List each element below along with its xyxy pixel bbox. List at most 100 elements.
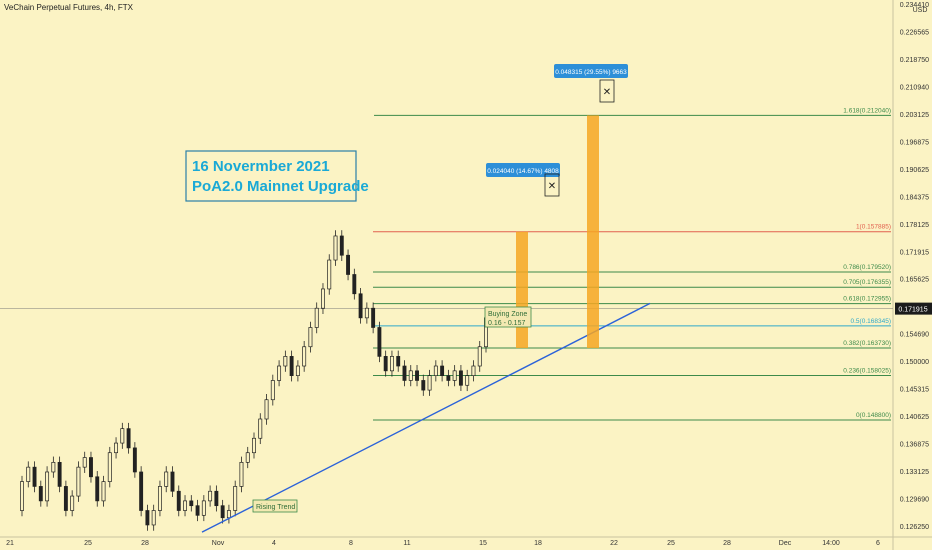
price-tick-label: 0.133125 <box>900 469 929 476</box>
candle-body <box>114 442 119 454</box>
candle-body <box>289 356 294 376</box>
candle-body <box>302 346 307 367</box>
candle-body <box>458 370 463 386</box>
price-tick-label: 0.154690 <box>900 332 929 339</box>
date-tick-label: 28 <box>141 540 149 547</box>
price-tick-label: 0.203125 <box>900 112 929 119</box>
candle-body <box>433 365 438 376</box>
candle-body <box>107 452 112 482</box>
fib-level-label: 1(0.157885) <box>856 224 891 231</box>
fib-level-label: 0.5(0.168345) <box>851 318 891 325</box>
fib-level-label: 0.705(0.176355) <box>843 279 891 286</box>
projection-bar <box>516 231 528 349</box>
price-tick-label: 0.165625 <box>900 277 929 284</box>
candle-body <box>258 418 263 439</box>
date-tick-label: 22 <box>610 540 618 547</box>
annotation-line-2: PoA2.0 Mainnet Upgrade <box>192 178 369 195</box>
candle-body <box>465 375 470 386</box>
candle-body <box>201 500 206 516</box>
candle-body <box>126 428 131 449</box>
candle-body <box>176 490 181 511</box>
price-tick-label: 0.171915 <box>900 249 929 256</box>
candle-body <box>38 486 43 502</box>
candle-body <box>283 356 288 367</box>
buying-zone-box <box>484 306 532 328</box>
candle-body <box>427 375 432 391</box>
candle-body <box>371 307 376 328</box>
date-tick-label: 28 <box>723 540 731 547</box>
candle-body <box>157 486 162 511</box>
candle-body <box>333 235 338 261</box>
fib-level-label: 1.618(0.212040) <box>843 107 891 114</box>
currency-label: USD <box>913 7 928 14</box>
price-tick-label: 0.196875 <box>900 139 929 146</box>
buying-zone-label: Buying Zone <box>488 311 527 318</box>
candle-body <box>477 346 482 367</box>
target-marker-box <box>599 79 615 103</box>
candle-body <box>239 461 244 487</box>
candle-body <box>170 471 175 492</box>
price-tick-label: 0.126250 <box>900 524 929 531</box>
price-tick-label: 0.136875 <box>900 442 929 449</box>
candle-body <box>101 481 106 502</box>
candle-body <box>89 457 93 478</box>
price-tick-label: 0.210940 <box>900 84 929 91</box>
candle-body <box>346 254 351 275</box>
date-tick-label: Nov <box>212 540 225 547</box>
fib-level-label: 0(0.148800) <box>856 412 891 419</box>
candle-body <box>415 370 419 381</box>
candle-body <box>364 307 369 319</box>
candle-body <box>277 365 282 381</box>
candle-body <box>452 370 457 381</box>
projection-bar <box>587 115 599 349</box>
fib-level-label: 0.236(0.158025) <box>843 368 891 375</box>
date-tick-label: 18 <box>534 540 542 547</box>
price-tick-label: 0.178125 <box>900 222 929 229</box>
candle-body <box>245 452 250 463</box>
measurement-box <box>554 64 628 78</box>
candle-body <box>76 466 81 497</box>
candle-body <box>45 471 50 502</box>
current-price-tag <box>895 302 932 315</box>
candle-body <box>314 307 319 328</box>
candle-body <box>339 235 344 256</box>
candle-body <box>183 500 187 511</box>
candle-body <box>396 356 401 367</box>
price-tick-label: 0.218750 <box>900 57 929 64</box>
candle-body <box>151 510 156 526</box>
candle-body <box>440 365 445 376</box>
candle-body <box>26 466 31 482</box>
candle-body <box>132 447 137 473</box>
current-price-label: 0.171915 <box>898 307 927 314</box>
candle-body <box>63 486 68 511</box>
price-tick-label: 0.129690 <box>900 497 929 504</box>
candle-body <box>352 274 357 295</box>
fib-level-label: 0.786(0.179520) <box>843 264 891 271</box>
candle-body <box>358 293 363 319</box>
candle-body <box>57 461 62 487</box>
price-tick-label: 0.190625 <box>900 167 929 174</box>
candle-body <box>421 380 426 391</box>
fib-level-label: 0.618(0.172955) <box>843 296 891 303</box>
candle-body <box>95 476 100 502</box>
candle-body <box>32 466 37 487</box>
price-tick-label: 0.140625 <box>900 414 929 421</box>
date-tick-label: 6 <box>876 540 880 547</box>
candle-body <box>295 365 300 376</box>
candle-body <box>233 486 238 511</box>
candle-body <box>389 356 394 372</box>
candle-body <box>226 510 231 519</box>
date-tick-label: 11 <box>403 540 410 547</box>
candle-body <box>264 399 269 420</box>
candle-body <box>120 428 125 444</box>
price-tick-label: 0.234410 <box>900 2 929 9</box>
target-x-icon: ✕ <box>548 181 556 192</box>
date-tick-label: 25 <box>667 540 675 547</box>
price-tick-label: 0.226565 <box>900 29 929 36</box>
price-tick-label: 0.184375 <box>900 194 929 201</box>
candle-body <box>189 500 194 507</box>
chart-title: VeChain Perpetual Futures, 4h, FTX <box>4 3 133 12</box>
date-tick-label: 8 <box>349 540 353 547</box>
